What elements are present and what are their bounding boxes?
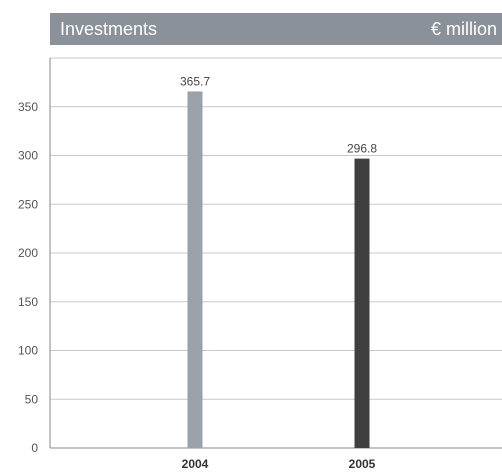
y-tick-label: 0: [31, 441, 38, 455]
chart-header-band: [50, 13, 502, 45]
chart-title: Investments: [60, 19, 157, 39]
category-label-2004: 2004: [182, 457, 209, 471]
y-tick-labels: 0 50 100 150 200 250 300 350: [18, 100, 38, 455]
data-label-2004: 365.7: [180, 74, 210, 88]
y-tick-label: 300: [18, 149, 38, 163]
gridlines: [50, 57, 502, 400]
category-label-2005: 2005: [349, 457, 376, 471]
bar-2005: [354, 158, 370, 448]
y-tick-label: 100: [18, 344, 38, 358]
y-tick-label: 250: [18, 197, 38, 211]
y-tick-label: 50: [25, 392, 39, 406]
chart-unit-label: € million: [431, 19, 497, 39]
category-labels: 2004 2005: [182, 457, 376, 471]
y-tick-label: 200: [18, 246, 38, 260]
bar-2004: [187, 91, 203, 448]
axes: [49, 58, 502, 449]
data-label-2005: 296.8: [347, 142, 377, 156]
y-tick-label: 150: [18, 295, 38, 309]
bars: [187, 91, 370, 448]
y-tick-label: 350: [18, 100, 38, 114]
data-labels: 365.7 296.8: [180, 74, 377, 155]
